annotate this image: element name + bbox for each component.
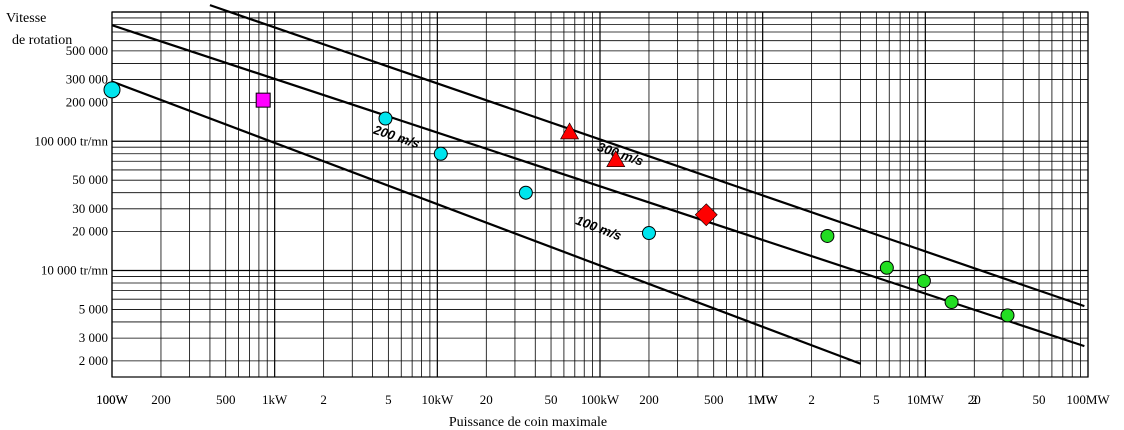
x-tick-label: 50 bbox=[1033, 392, 1046, 407]
data-point-diamond bbox=[694, 203, 718, 227]
plot-frame bbox=[111, 11, 1089, 378]
y-tick-label: 10 000 tr/mn bbox=[41, 263, 109, 278]
y-tick-label: 200 000 bbox=[66, 94, 108, 109]
data-point-square bbox=[255, 92, 271, 108]
data-point-circle bbox=[944, 295, 959, 310]
x-tick-label: 1kW bbox=[262, 392, 288, 407]
data-point-circle bbox=[879, 260, 894, 275]
data-point-triangle bbox=[606, 150, 626, 167]
data-point-circle bbox=[1000, 308, 1015, 323]
data-point-circle bbox=[433, 146, 448, 161]
x-tick-label: 500 bbox=[216, 392, 236, 407]
y-tick-label: 2 000 bbox=[79, 353, 108, 368]
x-tick-label: 100W bbox=[96, 392, 129, 407]
data-points bbox=[103, 81, 1015, 323]
x-tick-label: 2 bbox=[808, 392, 815, 407]
x-axis-label: Puissance de coin maximale bbox=[449, 415, 607, 430]
x-tick-label: 2 bbox=[320, 392, 327, 407]
y-axis-label-line1: Vitesse bbox=[6, 11, 46, 26]
y-tick-label: 500 000 bbox=[66, 43, 108, 58]
x-tick-label: 100W bbox=[96, 392, 129, 407]
data-point-triangle bbox=[560, 122, 580, 140]
x-tick-label: 100kW bbox=[581, 392, 620, 407]
speed-line bbox=[111, 80, 861, 365]
x-tick-label: 5 bbox=[873, 392, 880, 407]
x-tick-label: 100MW bbox=[1066, 392, 1110, 407]
data-point-circle bbox=[103, 81, 121, 99]
data-point-circle bbox=[378, 111, 393, 126]
x-tick-label: 10MW bbox=[907, 392, 945, 407]
data-point-circle bbox=[641, 226, 656, 241]
x-tick-label: 2 bbox=[971, 392, 978, 407]
grid bbox=[111, 11, 1089, 377]
y-tick-label: 50 000 bbox=[72, 172, 108, 187]
y-axis-label-line2: de rotation bbox=[12, 33, 72, 48]
plot-border bbox=[111, 11, 1089, 378]
x-tick-label: 10kW bbox=[421, 392, 454, 407]
y-tick-label: 5 000 bbox=[79, 301, 108, 316]
x-tick-label: 500 bbox=[704, 392, 724, 407]
speed-line bbox=[209, 4, 1085, 308]
speed-line-label: 100 m/s bbox=[574, 213, 624, 244]
x-tick-label: 200 bbox=[151, 392, 171, 407]
data-point-circle bbox=[820, 228, 835, 243]
data-point-circle bbox=[916, 273, 931, 288]
x-tick-label: 1MW bbox=[747, 392, 778, 407]
x-tick-label: 5 bbox=[385, 392, 392, 407]
y-tick-label: 30 000 bbox=[72, 201, 108, 216]
y-axis-ticks: 500 000 300 000 200 000 100 000 tr/mn 50 000… bbox=[34, 43, 108, 368]
x-tick-label: 20 bbox=[968, 392, 981, 407]
x-tick-label: 50 bbox=[545, 392, 558, 407]
y-tick-label: 300 000 bbox=[66, 72, 108, 87]
y-tick-label: 20 000 bbox=[72, 224, 108, 239]
x-tick-label: 20 bbox=[480, 392, 493, 407]
x-tick-label: 1MW bbox=[747, 392, 778, 407]
speed-line bbox=[111, 24, 1085, 348]
data-point-circle bbox=[518, 185, 533, 200]
x-tick-label: 200 bbox=[639, 392, 659, 407]
y-tick-label: 100 000 tr/mn bbox=[34, 133, 108, 148]
y-tick-label: 3 000 bbox=[79, 330, 108, 345]
